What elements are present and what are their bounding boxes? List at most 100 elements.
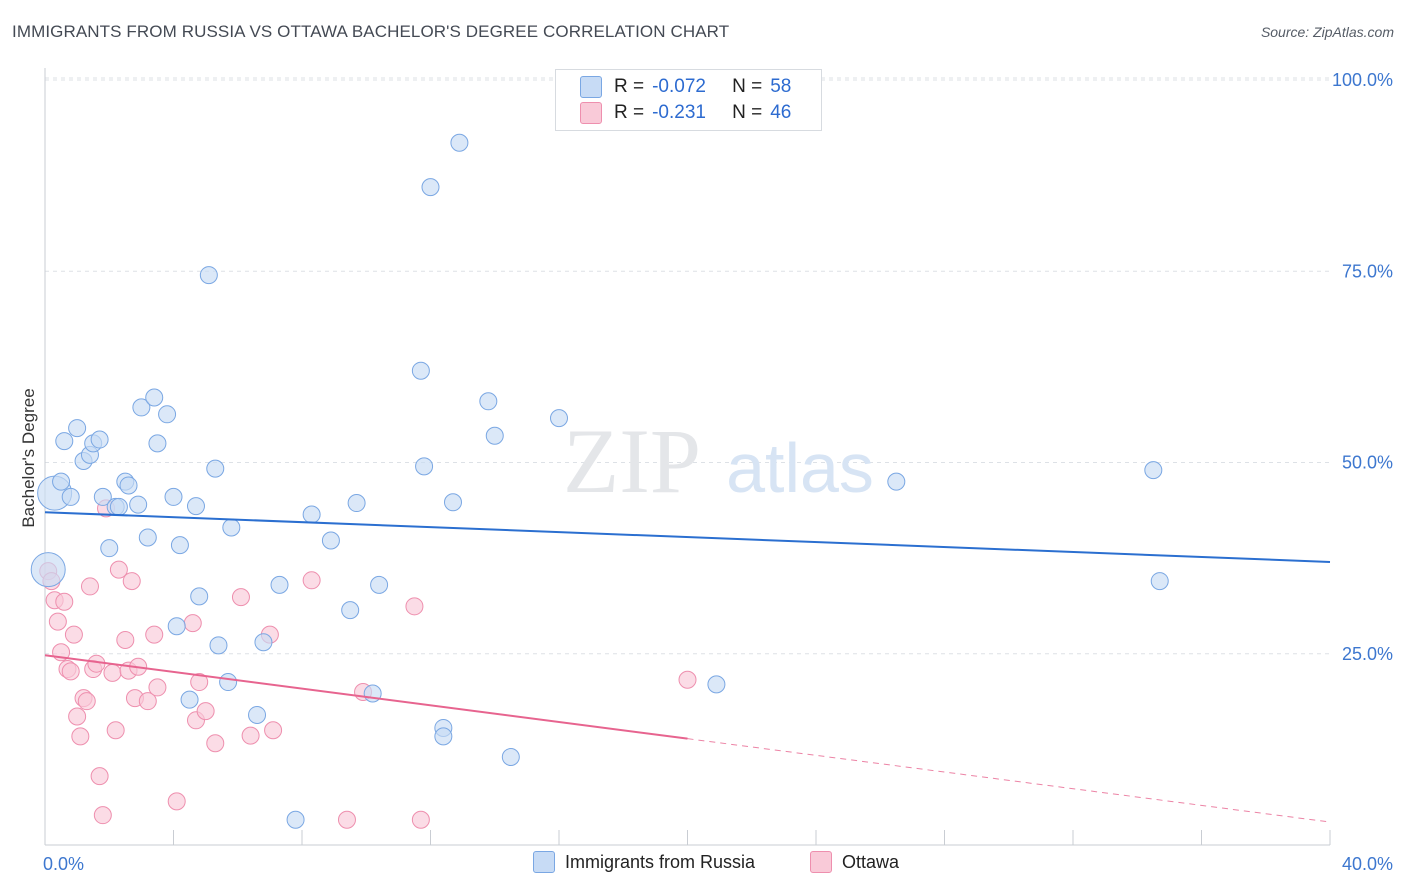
russia-point bbox=[167, 617, 186, 636]
ottawa-point bbox=[55, 592, 74, 611]
russia-point bbox=[286, 810, 305, 829]
russia-point bbox=[158, 405, 177, 424]
russia-point bbox=[270, 575, 289, 594]
russia-point bbox=[1150, 572, 1169, 591]
ottawa-point bbox=[71, 727, 90, 746]
russia-point bbox=[415, 457, 434, 476]
ottawa-point bbox=[103, 663, 122, 682]
y-tick-label: 25.0% bbox=[1342, 644, 1393, 664]
russia-point bbox=[170, 536, 189, 555]
russia-point bbox=[145, 388, 164, 407]
trend-line-ottawa-extension bbox=[687, 738, 1331, 823]
ottawa-point bbox=[138, 692, 157, 711]
ottawa-point bbox=[64, 625, 83, 644]
ottawa-point bbox=[678, 670, 697, 689]
ottawa-point bbox=[93, 806, 112, 825]
y-tick-label: 100.0% bbox=[1332, 70, 1393, 90]
russia-point bbox=[248, 705, 267, 724]
legend-n-label: N = bbox=[732, 76, 763, 97]
ottawa-point bbox=[167, 792, 186, 811]
source-label: Source: ZipAtlas.com bbox=[1260, 24, 1394, 40]
y-axis-label: Bachelor's Degree bbox=[19, 388, 38, 527]
russia-point bbox=[434, 727, 453, 746]
ottawa-point bbox=[196, 702, 215, 721]
y-tick-label: 50.0% bbox=[1342, 453, 1393, 473]
legend-r-label: R = bbox=[614, 76, 645, 97]
ottawa-point bbox=[190, 673, 209, 692]
stats-legend: R = -0.072 N = 58 R = -0.231 N = 46 bbox=[555, 69, 822, 131]
russia-point bbox=[30, 552, 66, 588]
y-tick-label: 75.0% bbox=[1342, 261, 1393, 281]
legend-item-russia: Immigrants from Russia bbox=[533, 851, 755, 873]
legend-swatch-ottawa bbox=[810, 851, 832, 873]
ottawa-point bbox=[145, 625, 164, 644]
russia-point bbox=[132, 398, 151, 417]
russia-point bbox=[138, 528, 157, 547]
watermark-zip: ZIP bbox=[563, 410, 701, 512]
trend-line-russia bbox=[44, 511, 1331, 563]
russia-point bbox=[148, 434, 167, 453]
russia-point bbox=[321, 531, 340, 550]
russia-point bbox=[109, 497, 128, 516]
russia-point bbox=[370, 575, 389, 594]
russia-point bbox=[443, 493, 462, 512]
russia-point bbox=[479, 392, 498, 411]
legend-n-value-ottawa: 46 bbox=[770, 102, 792, 123]
series-legend: Immigrants from Russia Ottawa bbox=[0, 851, 1406, 879]
ottawa-point bbox=[148, 678, 167, 697]
ottawa-point bbox=[48, 612, 67, 631]
ottawa-point bbox=[80, 577, 99, 596]
legend-r-value-russia: -0.072 bbox=[652, 76, 706, 97]
legend-n-label: N = bbox=[732, 102, 763, 123]
russia-point bbox=[119, 476, 138, 495]
ottawa-point bbox=[109, 560, 128, 579]
trend-line-ottawa bbox=[44, 654, 688, 740]
legend-swatch-russia bbox=[533, 851, 555, 873]
legend-n-value-russia: 58 bbox=[770, 76, 792, 97]
x-tick-label-min: 0.0% bbox=[43, 854, 84, 874]
ottawa-point bbox=[122, 572, 141, 591]
ottawa-point bbox=[61, 662, 80, 681]
ottawa-point bbox=[241, 726, 260, 745]
watermark-atlas: atlas bbox=[726, 429, 874, 507]
russia-point bbox=[129, 495, 148, 514]
russia-point bbox=[209, 636, 228, 655]
russia-point bbox=[347, 494, 366, 513]
ottawa-point bbox=[90, 767, 109, 786]
russia-point bbox=[219, 673, 238, 692]
russia-point bbox=[199, 266, 218, 285]
russia-point bbox=[190, 587, 209, 606]
russia-point bbox=[302, 505, 321, 524]
russia-point bbox=[1144, 461, 1163, 480]
russia-point bbox=[411, 361, 430, 380]
russia-point bbox=[421, 178, 440, 197]
ottawa-point bbox=[116, 630, 135, 649]
russia-point bbox=[90, 430, 109, 449]
legend-swatch-ottawa bbox=[580, 102, 602, 124]
ottawa-point bbox=[183, 614, 202, 633]
russia-point bbox=[93, 487, 112, 506]
legend-swatch-russia bbox=[580, 76, 602, 98]
russia-point bbox=[100, 539, 119, 558]
russia-point bbox=[341, 601, 360, 620]
russia-point bbox=[887, 472, 906, 491]
russia-point bbox=[550, 409, 568, 428]
russia-point bbox=[61, 487, 80, 506]
russia-point bbox=[180, 690, 199, 709]
russia-point bbox=[55, 432, 74, 451]
ottawa-point bbox=[206, 734, 225, 753]
ottawa-point bbox=[68, 707, 87, 726]
ottawa-point bbox=[405, 597, 424, 616]
russia-point bbox=[450, 133, 469, 152]
legend-row-russia: R = -0.072 N = 58 bbox=[580, 75, 791, 99]
ottawa-point bbox=[411, 810, 430, 829]
ottawa-point bbox=[337, 810, 356, 829]
russia-point bbox=[52, 472, 71, 491]
chart-title: IMMIGRANTS FROM RUSSIA VS OTTAWA BACHELO… bbox=[12, 22, 730, 41]
legend-r-value-ottawa: -0.231 bbox=[652, 102, 706, 123]
ottawa-point bbox=[264, 721, 283, 740]
russia-point bbox=[485, 426, 504, 445]
russia-point bbox=[206, 459, 225, 478]
russia-point bbox=[707, 675, 726, 694]
